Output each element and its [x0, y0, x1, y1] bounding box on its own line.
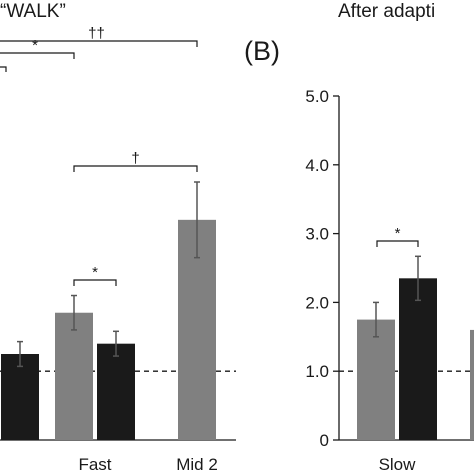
significance-bracket: [0, 52, 75, 59]
significance-bracket: [376, 240, 419, 247]
significance-bracket: [0, 66, 7, 72]
panel-b-title: After adapti: [338, 1, 435, 22]
y-tick-label: 2.0: [305, 293, 329, 312]
y-tick-label: 5.0: [305, 87, 329, 106]
significance-label: *: [92, 264, 98, 281]
bar: [357, 319, 395, 440]
category-label: Fast: [78, 455, 111, 474]
y-tick-label: 0: [320, 431, 329, 450]
category-label: Slow: [379, 455, 417, 474]
y-tick-label: 4.0: [305, 156, 329, 175]
significance-bracket: [73, 279, 117, 286]
bar: [399, 278, 437, 440]
significance-label: †: [131, 150, 139, 167]
significance-label: ††: [88, 25, 105, 42]
bar: [55, 312, 93, 440]
category-label: Mid 2: [176, 455, 218, 474]
bar: [1, 354, 39, 440]
significance-label: *: [32, 37, 38, 54]
significance-bracket: [0, 40, 198, 47]
panel-b-label: (B): [244, 36, 280, 66]
bar: [470, 329, 474, 440]
y-tick-label: 1.0: [305, 362, 329, 381]
panel-a-plot: Fast Mid 2 * †† * †: [0, 25, 236, 474]
bar: [97, 343, 135, 440]
panel-a-title: “WALK”: [0, 1, 66, 22]
significance-label: *: [395, 225, 401, 242]
y-tick-label: 3.0: [305, 225, 329, 244]
significance-bracket: [73, 165, 198, 172]
panel-b-plot: 0 1.0 2.0 3.0 4.0 5.0 Slow *: [305, 87, 474, 474]
